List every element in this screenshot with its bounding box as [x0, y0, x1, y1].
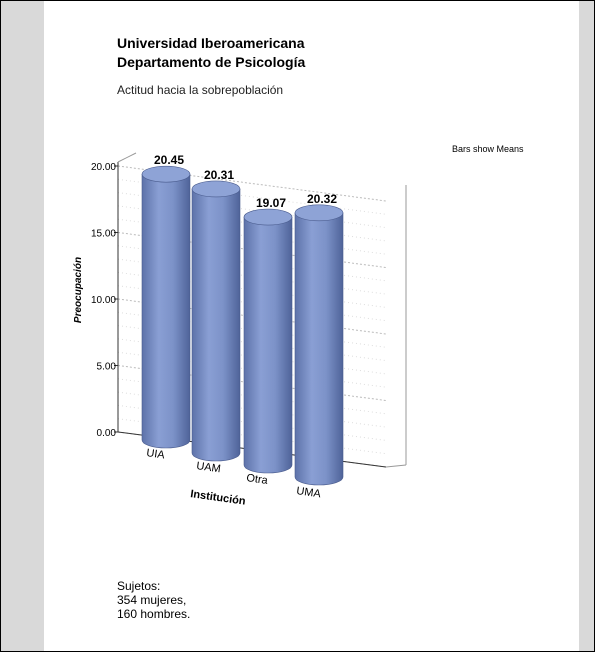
y-tick-label: 15.00 — [91, 229, 116, 240]
bar-uam — [191, 180, 241, 462]
floor-edge — [385, 464, 407, 468]
bar-body — [141, 173, 191, 449]
x-tick-label: UIA — [146, 447, 166, 462]
bar-uia — [141, 165, 191, 449]
x-tick-label: Otra — [246, 472, 270, 487]
notes-line-1: Sujetos: — [117, 579, 161, 593]
bar-top — [243, 208, 293, 226]
bar-body — [191, 188, 241, 462]
chart-labels: 0.00 5.00 10.00 15.00 20.00 20.45 UIA 20.31 UAM 1… — [73, 153, 337, 508]
x-tick-label: UAM — [196, 460, 222, 475]
bar-uma — [294, 204, 344, 486]
legend-note: Bars show Means — [452, 144, 524, 154]
bar-top — [294, 204, 344, 222]
notes-line-3: 160 hombres. — [117, 607, 191, 621]
bar-top — [191, 180, 241, 198]
data-label: 20.32 — [307, 192, 337, 206]
bar-top — [141, 165, 191, 183]
data-label: 20.45 — [154, 153, 184, 167]
page-title: Universidad Iberoamericana — [117, 35, 305, 51]
y-tick-label: 5.00 — [97, 362, 117, 373]
back-wall-top — [117, 152, 137, 163]
x-axis-title: Institución — [190, 488, 247, 508]
y-tick-label: 10.00 — [91, 295, 116, 306]
chart-bars — [141, 165, 344, 486]
y-axis-title: Preocupación — [73, 257, 84, 323]
y-tick-label: 0.00 — [97, 428, 117, 439]
x-tick-label: UMA — [296, 485, 323, 500]
sample-notes: Sujetos: 354 mujeres, 160 hombres. — [117, 579, 190, 621]
bar-body — [243, 216, 293, 474]
bar-otra — [243, 208, 293, 474]
notes-line-2: 354 mujeres, — [117, 593, 187, 607]
data-label: 20.31 — [204, 168, 234, 182]
bar-body — [294, 212, 344, 486]
data-label: 19.07 — [256, 196, 286, 210]
chart-title: Actitud hacia la sobrepoblación — [117, 83, 284, 97]
page-subtitle-department: Departamento de Psicología — [117, 54, 306, 70]
y-tick-label: 20.00 — [91, 162, 116, 173]
